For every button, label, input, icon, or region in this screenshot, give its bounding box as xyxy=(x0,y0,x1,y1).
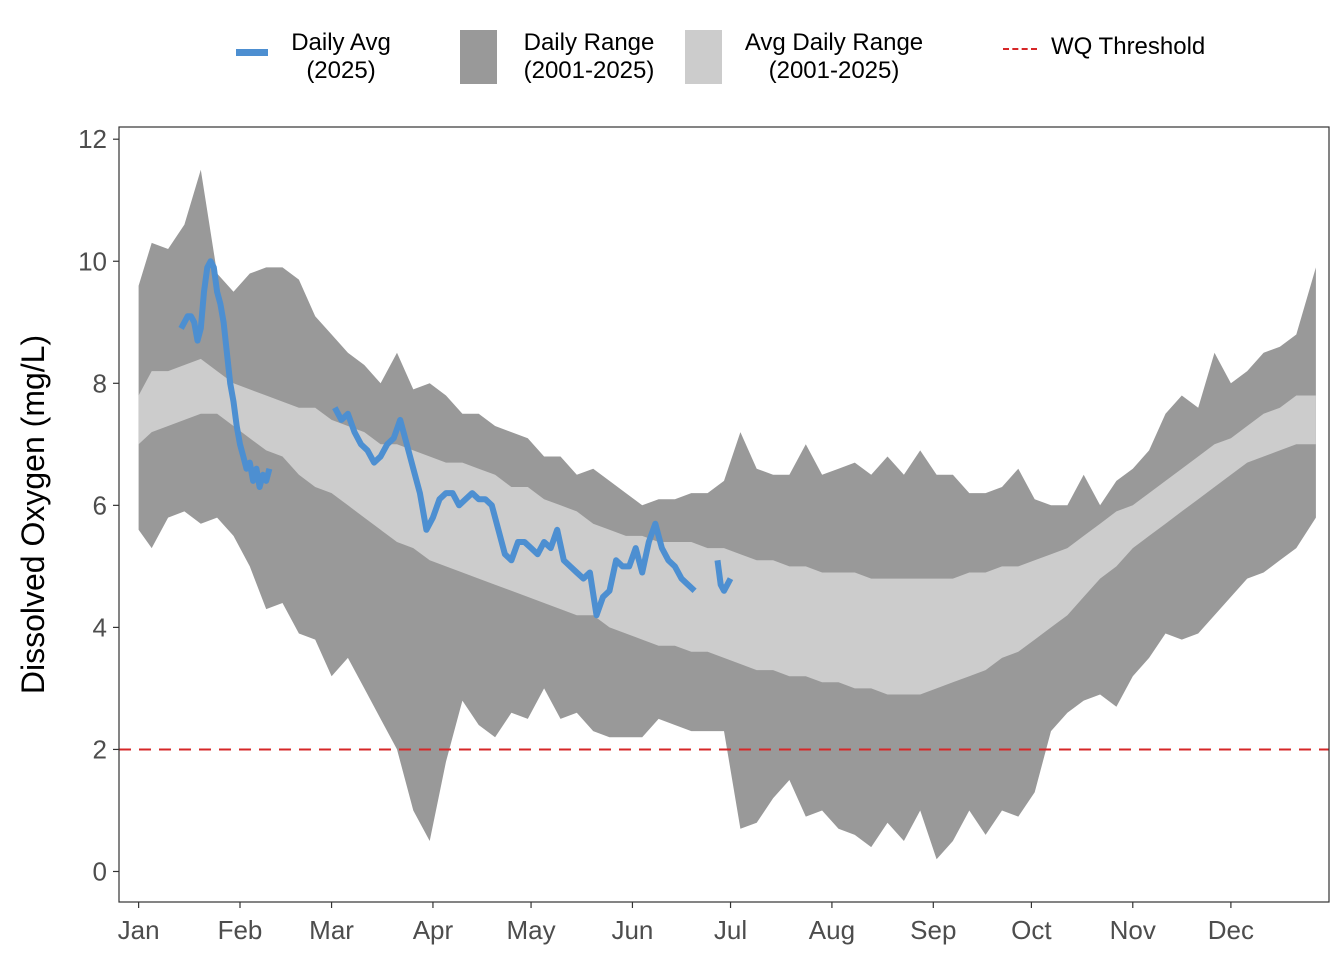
x-tick-label-jun: Jun xyxy=(611,915,653,945)
y-tick-label-10: 10 xyxy=(78,246,107,276)
x-tick-label-jan: Jan xyxy=(118,915,160,945)
legend-label-wq-threshold: WQ Threshold xyxy=(1051,33,1206,60)
legend-item-daily-range: Daily Range (2001-2025) xyxy=(460,28,680,88)
daily-avg-line-segment-3 xyxy=(714,559,734,594)
y-tick-label-8: 8 xyxy=(93,368,107,398)
x-tick-label-may: May xyxy=(506,915,555,945)
legend-key-avg-daily-range xyxy=(685,30,722,84)
x-tick-label-aug: Aug xyxy=(809,915,855,945)
plot-panel-border xyxy=(118,126,1330,903)
daily-range-band xyxy=(138,169,1316,860)
x-tick-label-feb: Feb xyxy=(218,915,263,945)
daily-avg-line-segment-1 xyxy=(178,258,273,490)
x-tick-label-dec: Dec xyxy=(1208,915,1254,945)
x-tick-label-apr: Apr xyxy=(413,915,454,945)
y-axis-title: Dissolved Oxygen (mg/L) xyxy=(15,335,51,694)
y-tick-label-6: 6 xyxy=(93,490,107,520)
x-tick-label-sep: Sep xyxy=(910,915,956,945)
legend-item-daily-avg: Daily Avg (2025) xyxy=(236,28,416,88)
x-tick-label-jul: Jul xyxy=(714,915,747,945)
legend-key-wq-threshold xyxy=(1003,48,1037,50)
legend-key-daily-avg xyxy=(236,49,268,56)
legend-key-daily-range xyxy=(460,30,497,84)
x-tick-label-mar: Mar xyxy=(309,915,354,945)
avg-daily-range-band xyxy=(138,358,1316,695)
y-tick-label-0: 0 xyxy=(93,856,107,886)
y-tick-label-12: 12 xyxy=(78,124,107,154)
legend-item-avg-daily-range: Avg Daily Range (2001-2025) xyxy=(685,28,945,88)
legend-label-daily-avg: Daily Avg (2025) xyxy=(291,29,391,84)
x-tick-label-oct: Oct xyxy=(1011,915,1052,945)
legend: Daily Avg (2025) Daily Range (2001-2025)… xyxy=(0,28,1344,98)
legend-label-daily-range: Daily Range (2001-2025) xyxy=(523,29,655,84)
y-tick-label-2: 2 xyxy=(93,734,107,764)
daily-avg-line-segment-2 xyxy=(332,406,697,619)
x-tick-label-nov: Nov xyxy=(1110,915,1156,945)
y-tick-label-4: 4 xyxy=(93,612,107,642)
legend-item-wq-threshold: WQ Threshold xyxy=(1003,28,1243,88)
legend-label-avg-daily-range: Avg Daily Range (2001-2025) xyxy=(744,29,924,84)
